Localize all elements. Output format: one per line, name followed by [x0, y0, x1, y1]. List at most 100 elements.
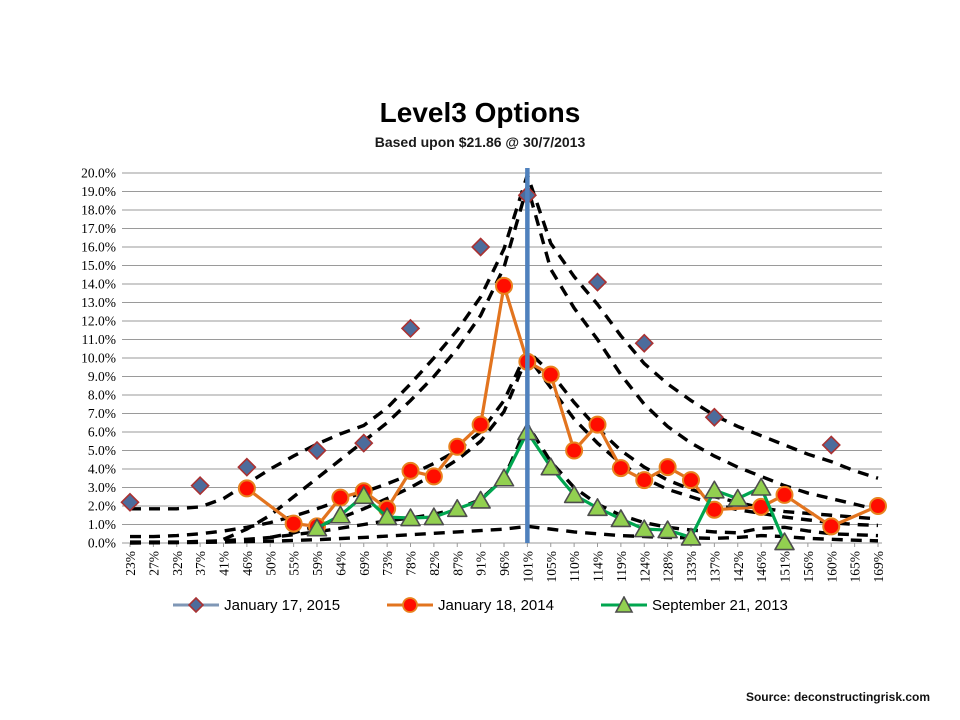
x-tick-label: 142% — [731, 551, 746, 583]
data-point-circle — [541, 365, 560, 384]
x-tick-label: 169% — [871, 551, 886, 583]
data-point-circle — [237, 479, 256, 498]
x-tick-label: 37% — [193, 551, 208, 576]
data-point-triangle — [400, 508, 421, 527]
data-point-circle — [331, 488, 350, 507]
x-tick-label: 156% — [801, 551, 816, 583]
y-tick-label: 1.0% — [88, 517, 116, 532]
data-point-triangle — [633, 519, 655, 538]
legend-label: January 18, 2014 — [438, 596, 554, 614]
data-point-circle — [495, 276, 513, 295]
y-tick-label: 3.0% — [88, 480, 116, 495]
data-point-circle — [635, 471, 654, 490]
chart-subtitle: Based upon $21.86 @ 30/7/2013 — [374, 134, 586, 150]
data-point-circle — [471, 415, 490, 434]
data-point-circle — [424, 467, 443, 486]
x-tick-label: 69% — [357, 551, 372, 576]
fitted-curve-dashed — [222, 179, 879, 541]
data-point-circle — [588, 415, 607, 434]
x-tick-label: 110% — [567, 551, 582, 582]
data-point-triangle — [610, 509, 632, 528]
y-tick-label: 17.0% — [81, 221, 116, 236]
data-point-triangle — [306, 518, 328, 537]
data-point-diamond — [120, 492, 140, 512]
circle-marker-icon — [387, 597, 434, 613]
x-tick-label: 23% — [123, 551, 138, 576]
x-tick-label: 133% — [684, 551, 699, 583]
y-tick-label: 15.0% — [81, 258, 116, 273]
data-point-diamond — [400, 318, 421, 339]
y-tick-label: 9.0% — [88, 369, 116, 384]
x-tick-label: 32% — [170, 551, 185, 576]
data-point-triangle — [657, 520, 678, 539]
data-point-triangle — [680, 527, 702, 546]
x-tick-label: 124% — [637, 551, 652, 583]
x-tick-label: 50% — [263, 551, 278, 576]
x-tick-label: 59% — [310, 551, 325, 576]
data-point-circle — [775, 485, 794, 504]
legend-item-january-17-2015: January 17, 2015 — [172, 596, 340, 614]
x-tick-label: 105% — [544, 551, 559, 583]
legend-label: January 17, 2015 — [224, 596, 341, 614]
y-tick-label: 19.0% — [81, 184, 116, 199]
data-point-circle — [822, 517, 841, 536]
data-point-diamond — [190, 476, 210, 496]
y-tick-label: 13.0% — [81, 295, 116, 310]
data-point-diamond — [307, 440, 327, 461]
data-point-triangle — [493, 468, 515, 487]
data-point-diamond — [704, 407, 725, 427]
y-tick-label: 16.0% — [81, 240, 116, 255]
x-tick-label: 101% — [520, 551, 535, 583]
y-tick-label: 12.0% — [81, 314, 116, 329]
data-point-diamond — [587, 272, 608, 292]
data-point-circle — [284, 514, 303, 533]
data-point-diamond — [354, 433, 374, 453]
data-point-triangle — [470, 490, 491, 509]
data-point-diamond — [237, 457, 257, 477]
data-point-triangle — [330, 505, 351, 524]
data-point-circle — [682, 471, 700, 490]
diamond-marker-icon — [173, 596, 220, 614]
x-tick-label: 146% — [754, 551, 769, 583]
data-point-triangle — [540, 457, 562, 476]
y-tick-label: 14.0% — [81, 277, 116, 292]
data-point-circle — [448, 437, 467, 456]
x-tick-label: 82% — [427, 551, 442, 576]
legend-item-january-18-2014: January 18, 2014 — [386, 596, 554, 614]
x-tick-label: 165% — [848, 551, 863, 583]
x-tick-label: 46% — [240, 551, 255, 576]
y-tick-label: 6.0% — [88, 425, 116, 440]
y-tick-label: 0.0% — [88, 536, 116, 551]
data-point-triangle — [353, 486, 375, 505]
y-tick-label: 11.0% — [82, 332, 116, 347]
data-point-triangle — [423, 507, 445, 526]
data-point-triangle — [376, 507, 398, 526]
y-tick-label: 7.0% — [88, 406, 116, 421]
data-point-triangle — [774, 532, 795, 551]
legend-item-september-21-2013: September 21, 2013 — [600, 596, 788, 614]
x-tick-label: 78% — [404, 551, 419, 576]
data-point-circle — [658, 458, 677, 477]
x-tick-label: 64% — [333, 551, 348, 576]
data-point-circle — [869, 497, 887, 515]
data-point-triangle — [750, 477, 772, 496]
data-point-circle — [565, 441, 584, 460]
data-point-diamond — [470, 237, 491, 257]
y-tick-label: 2.0% — [88, 499, 116, 514]
fitted-curve-dashed — [130, 169, 879, 511]
fitted-curve-dashed — [269, 352, 879, 540]
x-tick-label: 91% — [474, 551, 489, 576]
data-point-triangle — [587, 498, 608, 517]
x-tick-label: 73% — [380, 551, 395, 576]
x-tick-label: 151% — [778, 551, 793, 583]
x-tick-label: 55% — [287, 551, 302, 576]
x-tick-label: 119% — [614, 551, 629, 582]
data-point-triangle — [563, 485, 585, 504]
x-tick-label: 114% — [591, 551, 606, 582]
x-tick-label: 160% — [824, 551, 839, 583]
legend: January 17, 2015 January 18, 2014 Septem… — [0, 596, 960, 614]
x-tick-label: 27% — [146, 551, 161, 576]
x-tick-label: 41% — [217, 551, 232, 576]
